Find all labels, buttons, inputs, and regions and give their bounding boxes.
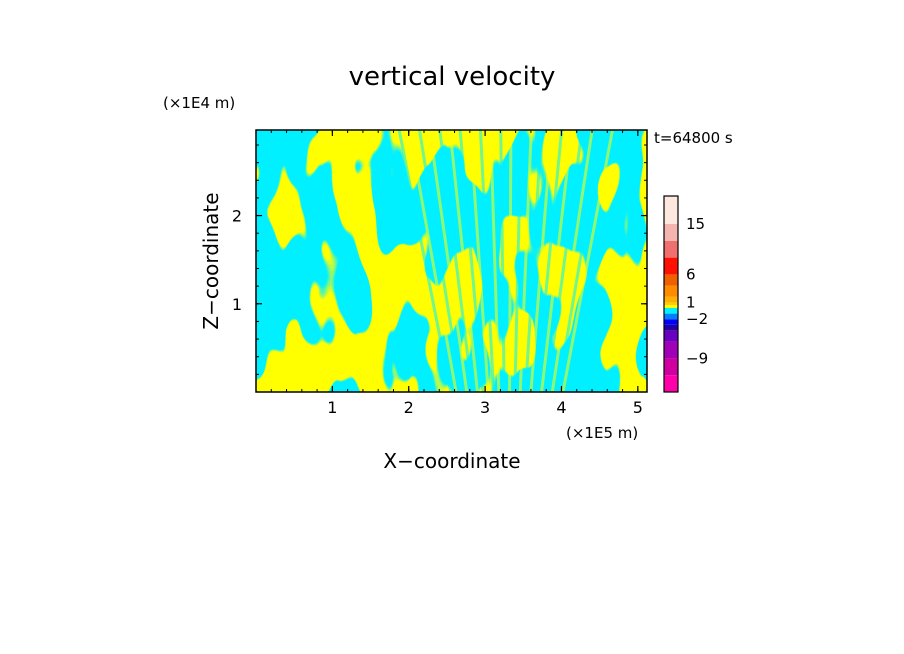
stripe-mark	[545, 130, 584, 392]
colorbar-bin	[664, 313, 678, 320]
colorbar-tick-label: 15	[686, 215, 705, 233]
stripe-mark	[397, 130, 453, 392]
colorbar-bin	[664, 319, 678, 325]
colorbar-bin	[664, 240, 678, 258]
colorbar-bin	[664, 224, 678, 241]
x-tick-label: 2	[404, 398, 414, 417]
stripe-mark	[518, 130, 533, 392]
colorbar-bin	[664, 274, 678, 286]
colorbar: 15 6 1−2 −9	[663, 195, 708, 393]
velocity-field	[256, 130, 647, 392]
stripe-mark	[524, 130, 543, 392]
y-tick-label: 2	[232, 207, 242, 226]
stripe-mark	[468, 130, 490, 392]
colorbar-bin	[664, 358, 678, 376]
colorbar-bin	[664, 305, 678, 308]
colorbar-bin	[664, 341, 678, 359]
colorbar-frame	[663, 195, 679, 393]
x-axis-unit: (×1E5 m)	[566, 424, 638, 442]
stripe-mark	[550, 130, 594, 392]
x-axis-label: X−coordinate	[383, 449, 520, 473]
colorbar-bin	[664, 308, 678, 314]
y-axis-label: Z−coordinate	[199, 192, 223, 329]
stripe-mark	[478, 130, 496, 392]
colorbar-bin	[664, 257, 678, 275]
stripe-mark	[428, 130, 469, 392]
stripe-mark	[407, 130, 458, 392]
stripe-mark	[529, 130, 554, 392]
stripe-mark	[556, 130, 604, 392]
colorbar-bin	[664, 296, 678, 303]
stripe-mark	[458, 130, 485, 392]
stripe-mark	[534, 130, 564, 392]
stripe-mark	[499, 130, 506, 392]
x-tick-label: 5	[633, 398, 643, 417]
x-tick-label: 3	[480, 398, 490, 417]
x-tick-label: 4	[556, 398, 566, 417]
stripe-mark	[508, 130, 513, 392]
colorbar-tick-label: −2	[686, 310, 708, 328]
stripe-mark	[448, 130, 479, 392]
colorbar-tick-label: −9	[686, 349, 708, 367]
colorbar-bin	[664, 302, 678, 306]
y-axis-unit: (×1E4 m)	[163, 94, 235, 112]
stripe-mark	[561, 130, 614, 392]
colorbar-tick-label: 1	[686, 293, 696, 311]
stripe-mark	[418, 130, 463, 392]
stripe-mark	[489, 130, 501, 392]
chart-title: vertical velocity	[349, 62, 556, 92]
velocity-stripes	[397, 130, 614, 392]
stripe-mark	[438, 130, 474, 392]
colorbar-bin	[664, 285, 678, 297]
x-axis-ticks: 1 2 3 4 5	[270, 130, 643, 417]
x-tick-label: 1	[327, 398, 337, 417]
y-tick-label: 1	[232, 295, 242, 314]
y-axis-ticks: 12	[232, 144, 647, 375]
stripe-mark	[513, 130, 523, 392]
time-label: t=64800 s	[654, 129, 733, 147]
colorbar-bin	[664, 196, 678, 224]
colorbar-bin	[664, 324, 678, 331]
plot-frame	[255, 129, 648, 393]
colorbar-tick-label: 6	[686, 265, 696, 283]
colorbar-bin	[664, 330, 678, 342]
colorbar-bin	[664, 375, 678, 392]
stripe-mark	[540, 130, 574, 392]
